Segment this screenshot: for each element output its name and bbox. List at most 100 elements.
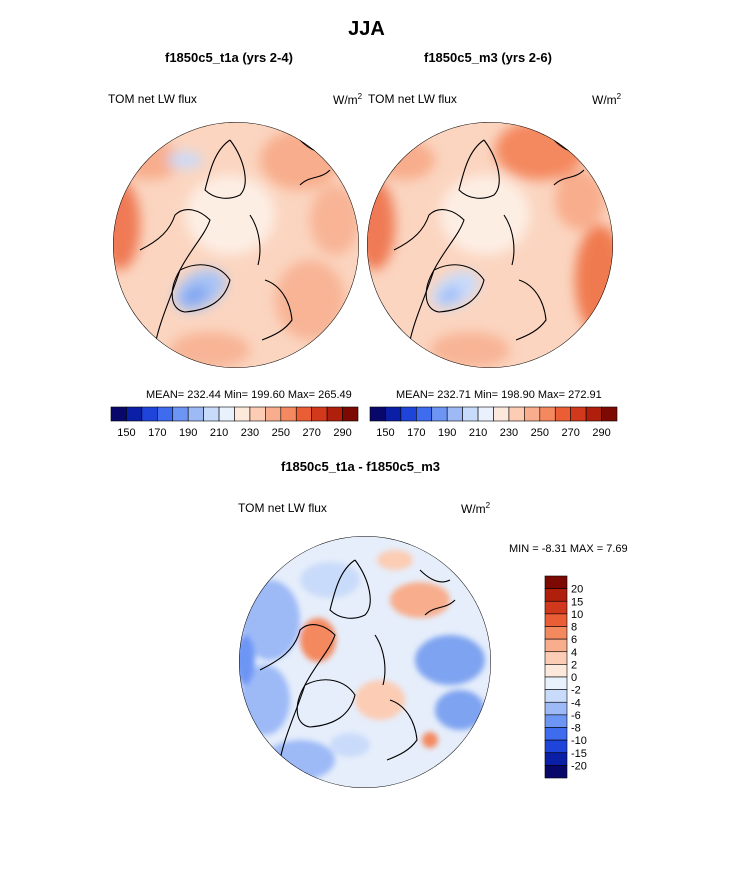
- left-colorbar-swatch: [249, 406, 266, 422]
- diff-colorbar-swatch: [544, 651, 568, 665]
- left-colorbar-tick-label: 230: [241, 427, 259, 439]
- right-colorbar-swatch: [524, 406, 541, 422]
- diff-colorbar-swatch: [544, 689, 568, 703]
- diff-colorbar-tick-label: -4: [571, 697, 581, 709]
- left-colorbar-swatch: [342, 406, 359, 422]
- diff-colorbar-swatch: [544, 765, 568, 779]
- left-colorbar-swatch: [172, 406, 189, 422]
- right-colorbar-tick-label: 230: [500, 427, 518, 439]
- diff-colorbar-tick-label: 8: [571, 622, 577, 634]
- right-colorbar-tick-label: 210: [469, 427, 487, 439]
- diff-colorbar-swatch: [544, 714, 568, 728]
- right-colorbar-swatch: [493, 406, 510, 422]
- diff-colorbar-tick-label: -10: [571, 735, 587, 747]
- left-colorbar-tick-label: 250: [272, 427, 290, 439]
- diff-colorbar-swatch: [544, 701, 568, 716]
- left-colorbar-swatch: [110, 406, 127, 422]
- right-colorbar-tick-label: 170: [407, 427, 425, 439]
- left-colorbar-swatch: [234, 406, 251, 422]
- diff-colorbar-tick-label: 6: [571, 634, 577, 646]
- diff-coastlines: [259, 559, 456, 761]
- left-units-label: W/m2: [333, 92, 363, 107]
- left-colorbar-tick-label: 210: [210, 427, 228, 439]
- diff-colorbar-tick-label: -6: [571, 710, 581, 722]
- diff-colorbar-tick-label: 20: [571, 584, 583, 596]
- diff-variable-label: TOM net LW flux: [238, 501, 327, 515]
- right-colorbar-swatch: [601, 406, 618, 422]
- right-colorbar-swatch: [570, 406, 587, 422]
- diff-colorbar-swatch: [544, 600, 568, 615]
- diff-units-label: W/m2: [461, 501, 491, 516]
- right-colorbar-swatch: [554, 406, 571, 422]
- left-colorbar-swatch: [218, 406, 235, 422]
- left-coastlines: [139, 139, 331, 346]
- left-panel-title: f1850c5_t1a (yrs 2-4): [165, 50, 293, 65]
- right-colorbar-swatch: [369, 406, 386, 422]
- diff-colorbar-swatch: [544, 626, 568, 640]
- right-colorbar-tick-label: 290: [592, 427, 610, 439]
- left-colorbar-tick-label: 190: [179, 427, 197, 439]
- right-colorbar-swatch: [508, 406, 525, 422]
- left-colorbar-swatch: [203, 406, 220, 422]
- diff-colorbar-tick-label: -15: [571, 748, 587, 760]
- right-colorbar-swatch: [431, 406, 448, 422]
- left-colorbar-swatch: [126, 406, 143, 422]
- right-colorbar-swatch: [416, 406, 433, 422]
- right-panel-title: f1850c5_m3 (yrs 2-6): [424, 50, 552, 65]
- right-colorbar-tick-label: 250: [531, 427, 549, 439]
- diff-colorbar-swatch: [544, 588, 568, 602]
- left-variable-label: TOM net LW flux: [108, 92, 197, 106]
- right-colorbar-tick-label: 190: [438, 427, 456, 439]
- right-units-label: W/m2: [592, 92, 622, 107]
- right-stats: MEAN= 232.71 Min= 198.90 Max= 272.91: [396, 389, 602, 401]
- diff-colorbar-swatch: [544, 613, 568, 627]
- diff-colorbar-swatch: [544, 676, 568, 690]
- left-colorbar-swatch: [141, 406, 158, 422]
- right-map: [367, 122, 613, 368]
- diff-stats: MIN = -8.31 MAX = 7.69: [509, 543, 628, 555]
- right-colorbar: 150 170 190 210 230 250 270 290: [369, 406, 618, 439]
- diff-colorbar-swatch: [544, 638, 568, 653]
- diff-map: [239, 536, 491, 788]
- diff-colorbar-tick-label: 10: [571, 609, 583, 621]
- left-colorbar: 150 170 190 210 230 250 270 290: [110, 406, 359, 439]
- right-colorbar-swatch: [477, 406, 494, 422]
- diff-colorbar-swatch: [544, 727, 568, 741]
- diff-colorbar-tick-label: 15: [571, 596, 583, 608]
- left-map: [113, 122, 359, 368]
- right-colorbar-swatch: [462, 406, 479, 422]
- right-variable-label: TOM net LW flux: [368, 92, 457, 106]
- left-colorbar-swatch: [280, 406, 297, 422]
- diff-colorbar-swatch: [544, 575, 568, 589]
- diff-colorbar-tick-label: -20: [571, 760, 587, 772]
- right-colorbar-swatch: [539, 406, 556, 422]
- left-colorbar-swatch: [311, 406, 328, 422]
- right-colorbar-swatch: [446, 406, 463, 422]
- left-colorbar-swatch: [295, 406, 312, 422]
- left-colorbar-swatch: [326, 406, 343, 422]
- left-colorbar-swatch: [157, 406, 174, 422]
- diff-colorbar-tick-label: 0: [571, 672, 577, 684]
- diff-colorbar-swatch: [544, 664, 568, 678]
- right-colorbar-tick-label: 150: [376, 427, 394, 439]
- diff-panel-title: f1850c5_t1a - f1850c5_m3: [281, 459, 441, 474]
- left-colorbar-swatch: [187, 406, 204, 422]
- left-colorbar-swatch: [265, 406, 282, 422]
- right-colorbar-swatch: [585, 406, 602, 422]
- diff-colorbar-tick-label: -2: [571, 685, 581, 697]
- left-colorbar-tick-label: 290: [333, 427, 351, 439]
- page-title: JJA: [348, 18, 385, 40]
- right-colorbar-swatch: [385, 406, 402, 422]
- diff-colorbar-swatch: [544, 739, 568, 754]
- diff-colorbar-tick-label: -8: [571, 723, 581, 735]
- diff-colorbar-tick-label: 2: [571, 659, 577, 671]
- left-colorbar-tick-label: 270: [303, 427, 321, 439]
- left-colorbar-tick-label: 170: [148, 427, 166, 439]
- left-colorbar-tick-label: 150: [117, 427, 135, 439]
- diff-colorbar-swatch: [544, 752, 568, 766]
- right-colorbar-swatch: [400, 406, 417, 422]
- left-stats: MEAN= 232.44 Min= 199.60 Max= 265.49: [146, 389, 352, 401]
- diff-colorbar-tick-label: 4: [571, 647, 577, 659]
